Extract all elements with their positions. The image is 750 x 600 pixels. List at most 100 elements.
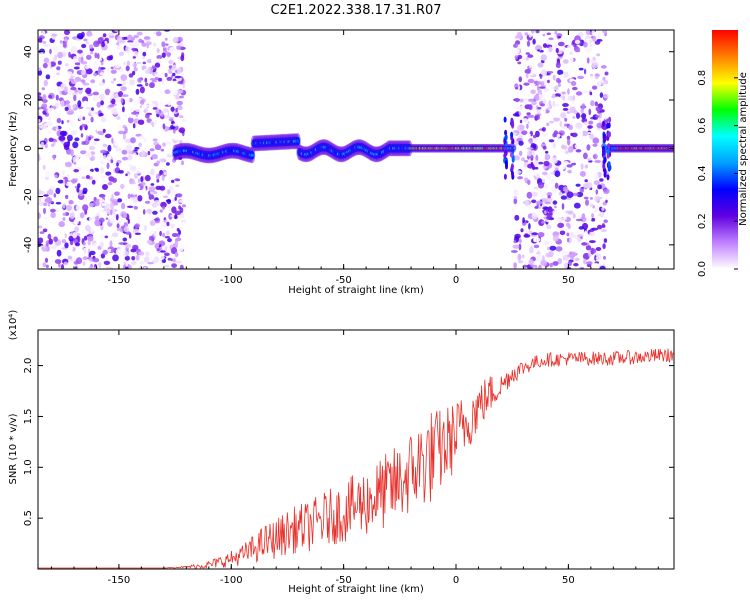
noise-blob	[64, 161, 72, 168]
noise-blob	[81, 165, 88, 171]
noise-blob	[110, 159, 114, 164]
noise-blob	[135, 254, 140, 261]
colorbar-tick-label: 0.6	[697, 118, 708, 134]
noise-blob	[68, 78, 74, 82]
noise-blob	[576, 131, 584, 136]
noise-blob	[174, 132, 178, 138]
noise-blob	[79, 212, 85, 219]
noise-blob	[80, 150, 87, 155]
noise-blob	[52, 45, 59, 52]
noise-blob	[60, 264, 65, 269]
noise-blob	[101, 203, 107, 207]
noise-blob	[73, 162, 77, 165]
noise-blob	[90, 79, 96, 84]
noise-blob	[558, 191, 563, 196]
noise-blob	[572, 234, 578, 239]
noise-blob	[100, 61, 104, 66]
noise-blob	[42, 216, 49, 220]
noise-blob	[137, 195, 143, 202]
noise-blob	[116, 116, 121, 120]
noise-blob	[135, 108, 141, 112]
noise-blob	[594, 207, 598, 213]
noise-blob	[181, 204, 187, 208]
noise-blob	[162, 232, 166, 238]
noise-blob	[46, 210, 51, 215]
noise-blob	[85, 68, 93, 75]
noise-blob	[149, 227, 153, 235]
noise-blob	[589, 44, 593, 47]
noise-blob	[566, 232, 570, 237]
noise-blob	[84, 151, 92, 159]
noise-blob	[156, 55, 163, 60]
noise-blob	[597, 32, 601, 39]
noise-blob	[545, 150, 549, 154]
noise-blob	[551, 178, 556, 184]
noise-blob	[172, 128, 176, 134]
noise-blob	[527, 54, 534, 58]
noise-blob	[519, 98, 525, 103]
noise-blob	[45, 196, 52, 203]
noise-blob	[594, 262, 599, 268]
noise-blob	[156, 31, 162, 37]
noise-blob	[96, 126, 102, 132]
noise-blob	[172, 33, 178, 38]
noise-blob	[42, 94, 47, 100]
spectrogram-x-axis-label: Height of straight line (km)	[288, 285, 424, 296]
noise-blob	[562, 186, 568, 191]
noise-blob	[98, 217, 105, 223]
noise-blob	[172, 37, 179, 44]
noise-blob	[104, 37, 109, 42]
noise-blob	[116, 162, 119, 167]
noise-blob	[111, 193, 114, 201]
noise-blob	[107, 144, 112, 152]
noise-blob	[544, 103, 550, 109]
noise-blob	[579, 170, 586, 177]
noise-blob	[152, 107, 158, 110]
noise-blob	[129, 181, 136, 185]
noise-blob	[523, 234, 531, 238]
noise-blob	[96, 198, 100, 202]
noise-blob	[519, 119, 523, 124]
noise-blob	[117, 126, 121, 130]
noise-blob	[548, 37, 554, 41]
noise-blob	[45, 74, 51, 80]
noise-blob	[589, 91, 593, 96]
noise-blob	[133, 118, 140, 124]
noise-blob	[137, 119, 145, 125]
noise-blob	[602, 30, 608, 34]
noise-blob	[125, 243, 132, 248]
noise-blob	[110, 69, 117, 74]
noise-blob	[140, 150, 146, 158]
noise-blob	[527, 133, 531, 137]
noise-blob	[104, 235, 109, 239]
noise-blob	[514, 55, 518, 60]
noise-blob	[127, 193, 131, 199]
noise-blob	[123, 61, 126, 66]
noise-blob	[150, 168, 155, 176]
y-tick-label: 20	[23, 94, 34, 107]
noise-blob	[575, 49, 581, 53]
noise-blob	[50, 245, 57, 250]
noise-blob	[575, 218, 583, 222]
noise-blob	[61, 120, 64, 125]
noise-blob	[146, 125, 153, 129]
noise-blob	[512, 244, 520, 249]
noise-blob	[109, 240, 113, 248]
noise-blob	[38, 67, 42, 72]
noise-blob	[107, 99, 111, 105]
noise-blob	[567, 210, 574, 215]
spectrogram-y-ticks: 40 20 0 -20 -40	[23, 45, 674, 253]
noise-blob	[78, 56, 82, 64]
signal-edge	[510, 151, 513, 158]
noise-blob	[79, 125, 83, 131]
signal-edge	[504, 129, 508, 136]
noise-blob	[51, 143, 55, 147]
noise-blob	[131, 111, 137, 115]
noise-blob	[132, 244, 139, 251]
noise-blob	[104, 88, 111, 96]
noise-blob	[100, 100, 104, 106]
noise-blob	[138, 142, 142, 147]
noise-blob	[135, 88, 140, 95]
noise-blob	[531, 212, 538, 220]
